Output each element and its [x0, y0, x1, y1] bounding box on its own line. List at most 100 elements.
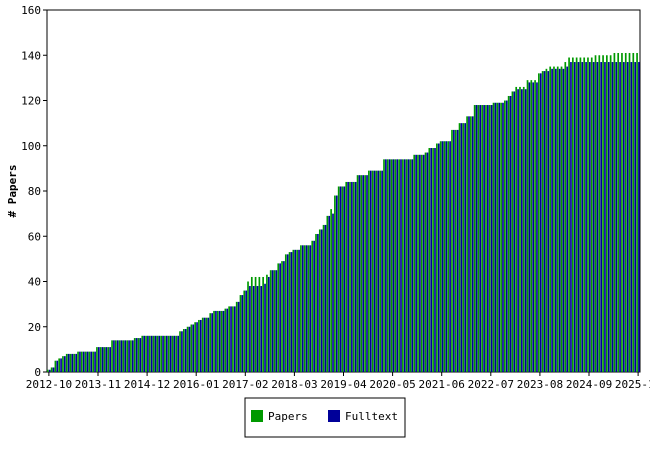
bar	[521, 89, 523, 372]
bar	[492, 102, 495, 372]
bar	[80, 351, 83, 372]
bar	[182, 329, 185, 372]
bar	[171, 335, 174, 372]
bar	[128, 340, 130, 372]
bar	[522, 86, 525, 373]
bar	[519, 86, 521, 373]
bar	[230, 306, 232, 372]
bar	[539, 73, 542, 372]
bar	[347, 181, 349, 372]
bar	[96, 347, 98, 372]
bar	[385, 159, 387, 372]
bar	[92, 351, 95, 372]
bar	[619, 62, 621, 372]
bar	[162, 335, 164, 372]
bar	[73, 353, 76, 372]
bar	[186, 326, 189, 372]
bar	[341, 186, 344, 372]
bar	[286, 254, 289, 372]
bar	[413, 154, 416, 372]
bar	[175, 335, 178, 372]
bar	[568, 57, 570, 372]
bar	[109, 347, 112, 372]
bar	[254, 276, 257, 372]
bar	[364, 175, 366, 372]
bar	[50, 367, 53, 372]
bar	[352, 181, 355, 372]
bar	[169, 335, 172, 372]
bar	[536, 82, 538, 373]
bar	[379, 170, 382, 372]
bar	[558, 68, 561, 372]
bar	[179, 331, 181, 372]
bar	[575, 57, 578, 372]
x-tick-label: 2022-07	[468, 378, 514, 391]
bar	[173, 335, 176, 372]
bar	[58, 358, 61, 372]
bar	[577, 62, 580, 372]
bar	[145, 335, 147, 372]
bar	[579, 57, 582, 372]
bar	[630, 62, 633, 372]
bar	[585, 62, 587, 372]
bar	[233, 306, 236, 372]
bar	[470, 116, 472, 373]
bar	[264, 283, 266, 372]
bar	[205, 317, 208, 372]
bar	[505, 100, 508, 372]
bar	[623, 62, 625, 372]
bar	[628, 52, 631, 373]
bar	[301, 245, 304, 372]
bar	[507, 95, 510, 372]
bar	[434, 148, 436, 372]
bar	[207, 317, 210, 372]
bar	[65, 353, 68, 372]
bar	[403, 159, 406, 372]
bar	[483, 105, 485, 373]
bar	[441, 141, 444, 372]
bar	[192, 324, 195, 372]
bar	[124, 340, 127, 372]
bar	[196, 322, 198, 372]
bar	[154, 335, 157, 372]
bar	[137, 338, 140, 372]
bar	[611, 62, 614, 372]
bar	[90, 351, 93, 372]
bar	[509, 95, 512, 372]
bar	[279, 263, 281, 372]
bar	[437, 143, 440, 372]
bar	[494, 102, 497, 372]
bar	[275, 270, 278, 372]
bar	[54, 360, 57, 372]
bar	[541, 71, 544, 373]
bar	[587, 57, 589, 372]
y-tick-label: 140	[21, 49, 41, 62]
bar	[337, 186, 340, 372]
bar	[118, 340, 121, 372]
bar	[249, 286, 251, 372]
bar	[396, 159, 399, 372]
bar	[133, 338, 136, 372]
bar	[315, 233, 317, 372]
bar	[305, 245, 308, 372]
bar	[139, 338, 142, 372]
bar	[267, 276, 270, 372]
bar	[260, 286, 263, 372]
bar	[247, 281, 249, 372]
bar	[373, 170, 376, 372]
bar	[428, 148, 431, 372]
bar	[513, 91, 516, 372]
bar	[634, 62, 637, 372]
bar	[475, 105, 478, 373]
bar	[609, 55, 612, 372]
bar	[394, 159, 397, 372]
bar	[524, 89, 527, 372]
bar	[215, 310, 217, 372]
bar	[232, 306, 234, 372]
bar	[283, 261, 285, 372]
bar	[130, 340, 132, 372]
x-tick-label: 2025-10	[615, 378, 650, 391]
bar	[553, 66, 555, 372]
bar	[99, 347, 102, 372]
